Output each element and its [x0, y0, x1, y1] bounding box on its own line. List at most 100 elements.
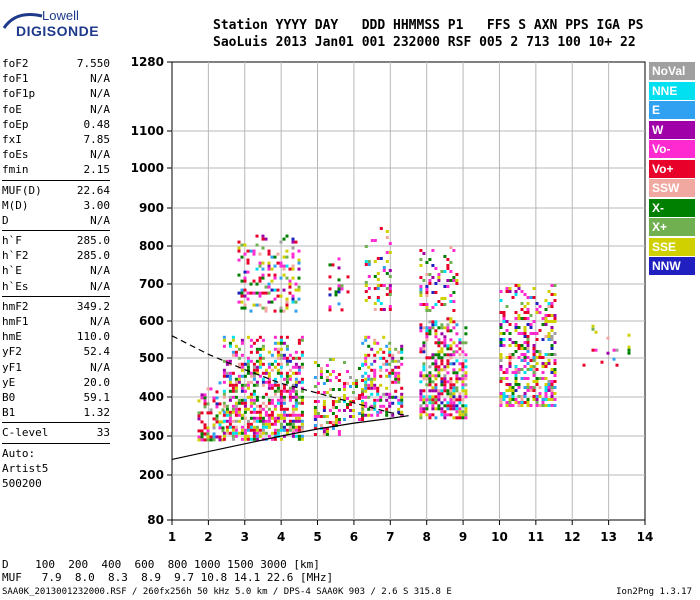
echo-point [443, 404, 447, 408]
echo-point [388, 392, 392, 396]
echo-point [379, 257, 383, 260]
echo-point [255, 359, 259, 363]
logo-bottom-text: DIGISONDE [16, 23, 100, 39]
echo-point [276, 356, 280, 360]
echo-point [218, 420, 222, 424]
echo-point [388, 347, 392, 351]
echo-point [261, 377, 265, 381]
echo-point [529, 314, 533, 317]
echo-point [499, 404, 503, 407]
echo-point [382, 404, 386, 408]
echo-point [261, 380, 265, 384]
echo-point [237, 377, 241, 381]
echo-point [270, 368, 274, 372]
echo-point [288, 377, 292, 381]
echo-point [461, 383, 465, 387]
echo-point [240, 365, 244, 369]
echo-point [535, 398, 539, 401]
echo-point [514, 389, 518, 392]
echo-point [294, 300, 298, 304]
echo-point [328, 293, 332, 297]
param-name: h`F2 [2, 249, 29, 263]
param-row: yF2 52.4 [2, 344, 110, 359]
legend-item: NNE [649, 81, 695, 100]
echo-point [544, 365, 548, 368]
echo-point [288, 398, 292, 402]
echo-point [294, 383, 298, 387]
echo-point [434, 383, 438, 387]
echo-point [364, 260, 368, 263]
echo-point [419, 303, 423, 306]
echo-point [364, 281, 368, 284]
echo-point [218, 435, 222, 439]
param-value: 0.48 [83, 117, 111, 131]
echo-point [243, 279, 247, 283]
echo-point [297, 285, 301, 289]
echo-point [514, 326, 518, 329]
echo-point [505, 356, 509, 359]
echo-point [446, 326, 450, 330]
echo-point [255, 419, 259, 423]
echo-point [258, 303, 262, 307]
echo-point [529, 359, 533, 362]
echo-point [337, 278, 341, 282]
echo-point [316, 382, 320, 385]
echo-point [437, 273, 441, 276]
echo-point [218, 402, 222, 406]
echo-point [422, 326, 426, 330]
echo-point [234, 428, 238, 432]
echo-point [349, 385, 352, 388]
echo-point [273, 407, 277, 411]
echo-point [379, 368, 383, 372]
echo-point [449, 329, 453, 333]
echo-point [285, 374, 289, 378]
echo-point [535, 380, 539, 383]
echo-point [627, 348, 631, 352]
echo-point [373, 308, 377, 311]
echo-point [419, 413, 423, 417]
echo-point [428, 383, 432, 387]
echo-point [452, 386, 456, 390]
echo-point [547, 398, 551, 401]
echo-point [440, 413, 444, 417]
echo-point [394, 365, 398, 369]
echo-point [517, 344, 521, 347]
echo-point [252, 365, 256, 369]
echo-point [243, 294, 247, 298]
echo-point [455, 282, 459, 285]
echo-point [523, 365, 527, 368]
echo-point [437, 404, 441, 408]
echo-point [240, 368, 244, 372]
echo-point [553, 392, 557, 395]
echo-point [294, 428, 298, 432]
echo-point [291, 410, 295, 414]
echo-point [279, 294, 283, 298]
echo-point [282, 386, 286, 390]
echo-point [273, 389, 277, 393]
echo-point [234, 419, 238, 423]
param-divider [2, 422, 110, 424]
param-row: foEs N/A [2, 147, 110, 162]
echo-point [505, 371, 509, 374]
echo-point [367, 374, 371, 378]
echo-point [461, 362, 465, 366]
echo-point [431, 386, 435, 390]
echo-point [282, 341, 286, 345]
echo-point [231, 395, 235, 399]
param-group-confidence: C-level 33 [2, 425, 110, 440]
x-tick-label: 6 [350, 530, 358, 544]
echo-point [361, 410, 365, 414]
echo-point [331, 358, 335, 361]
param-value: 33 [96, 426, 110, 440]
param-value: N/A [90, 360, 110, 374]
echo-point [337, 409, 341, 412]
echo-point [446, 389, 450, 393]
echo-point [334, 418, 338, 421]
echo-point [222, 404, 226, 408]
echo-point [276, 386, 280, 390]
echo-point [461, 374, 465, 378]
y-tick-label: 200 [139, 468, 164, 482]
echo-point [258, 431, 262, 435]
echo-point [434, 368, 438, 372]
echo-point [279, 374, 283, 378]
